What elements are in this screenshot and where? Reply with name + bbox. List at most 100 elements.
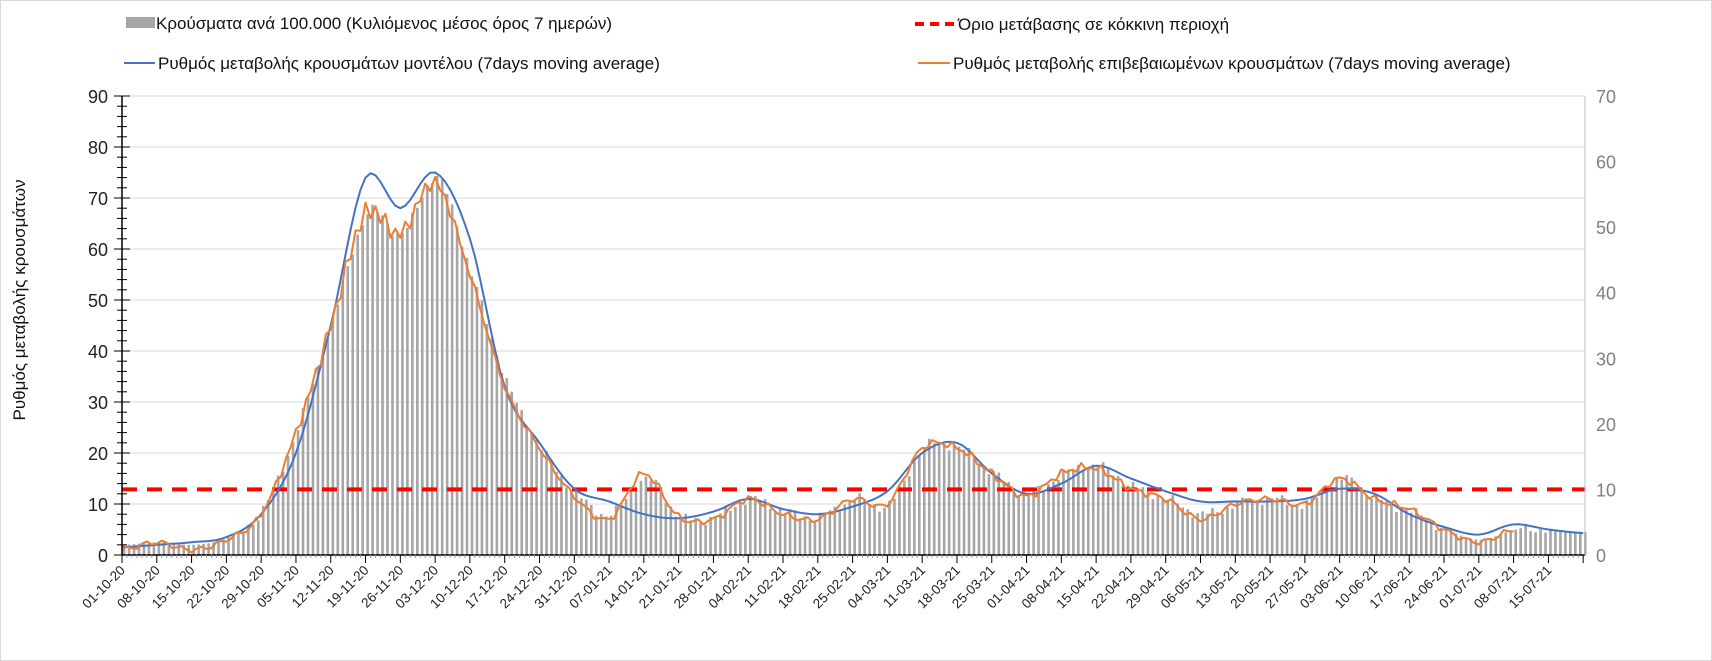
- bar: [142, 543, 146, 555]
- model-rate-line: [121, 171, 1584, 549]
- bar: [1330, 487, 1334, 555]
- bar: [629, 490, 633, 555]
- bar: [495, 355, 499, 555]
- bar: [1415, 508, 1418, 555]
- bar: [376, 211, 379, 555]
- legend-label-bars: Κρούσματα ανά 100.000 (Κυλιόμενος μέσος …: [156, 14, 612, 33]
- bar: [699, 521, 702, 555]
- bar: [758, 500, 762, 555]
- bar: [465, 257, 469, 555]
- bar: [252, 524, 255, 555]
- bar: [356, 234, 359, 556]
- bar: [237, 532, 240, 555]
- bar: [1390, 502, 1393, 555]
- bar: [391, 235, 394, 555]
- bar: [982, 466, 986, 555]
- right-tick-label: 40: [1596, 284, 1616, 304]
- bar: [1315, 497, 1319, 555]
- bar: [744, 504, 747, 555]
- line-series: [121, 171, 1584, 554]
- bar: [863, 498, 866, 555]
- bar: [778, 508, 782, 555]
- bar: [1280, 495, 1284, 555]
- bar: [1057, 480, 1060, 555]
- bar: [430, 183, 434, 555]
- bar: [729, 510, 732, 555]
- bar: [1072, 468, 1075, 555]
- right-tick-label: 20: [1596, 415, 1616, 435]
- bar: [893, 498, 896, 555]
- bar: [878, 511, 881, 555]
- bar: [962, 449, 966, 555]
- bar: [247, 524, 250, 555]
- bar: [1380, 500, 1383, 555]
- gridlines: [122, 95, 1585, 505]
- bar: [435, 175, 439, 555]
- bar: [455, 226, 459, 556]
- bar: [1514, 529, 1517, 555]
- bar: [301, 408, 305, 555]
- bar: [197, 544, 200, 555]
- bar: [500, 373, 504, 555]
- bar: [381, 215, 384, 555]
- bar: [152, 542, 156, 555]
- bar: [1474, 539, 1478, 555]
- bar: [157, 542, 161, 555]
- bar: [1086, 468, 1090, 555]
- bar: [1196, 513, 1199, 555]
- bar: [798, 518, 802, 555]
- bar: [266, 499, 270, 555]
- left-tick-label: 70: [88, 189, 108, 209]
- bar: [614, 505, 618, 555]
- bar: [1574, 531, 1577, 555]
- bar: [599, 513, 603, 555]
- bar: [127, 544, 131, 555]
- bar: [540, 450, 543, 555]
- bar: [1091, 464, 1095, 555]
- bar: [749, 495, 752, 555]
- bar: [520, 410, 523, 555]
- bar: [545, 451, 548, 555]
- bar: [232, 534, 235, 555]
- bar: [659, 491, 663, 555]
- bar: [788, 509, 792, 555]
- bar: [1012, 490, 1016, 555]
- bar: [212, 542, 215, 555]
- bar: [828, 510, 832, 555]
- bar: [1365, 495, 1368, 555]
- bar: [1569, 531, 1572, 555]
- right-tick-label: 60: [1596, 153, 1616, 173]
- bar: [1410, 512, 1413, 555]
- bar: [1290, 505, 1294, 555]
- bar: [281, 471, 285, 555]
- bar: [286, 455, 290, 555]
- bar: [793, 510, 797, 555]
- bar: [739, 503, 742, 555]
- bar: [217, 541, 220, 555]
- bar: [997, 472, 1001, 555]
- bar: [480, 300, 484, 555]
- bar: [619, 505, 623, 555]
- bar: [1355, 487, 1358, 555]
- bar: [421, 197, 424, 556]
- bar: [898, 486, 901, 555]
- right-tick-label: 50: [1596, 218, 1616, 238]
- bar: [261, 505, 265, 555]
- bar: [803, 516, 807, 555]
- bar: [1181, 507, 1185, 555]
- bar: [555, 472, 558, 555]
- bar: [1136, 488, 1140, 555]
- bar: [1564, 530, 1567, 555]
- bar: [1131, 481, 1135, 555]
- bar: [202, 543, 205, 555]
- bar: [1176, 503, 1180, 555]
- bar: [1325, 492, 1329, 555]
- bar: [1126, 485, 1130, 555]
- legend-swatch-bars: [126, 17, 155, 28]
- bar: [575, 490, 578, 555]
- bar: [1285, 504, 1289, 555]
- bar: [1206, 513, 1209, 555]
- bar: [669, 506, 673, 555]
- bar: [122, 544, 126, 555]
